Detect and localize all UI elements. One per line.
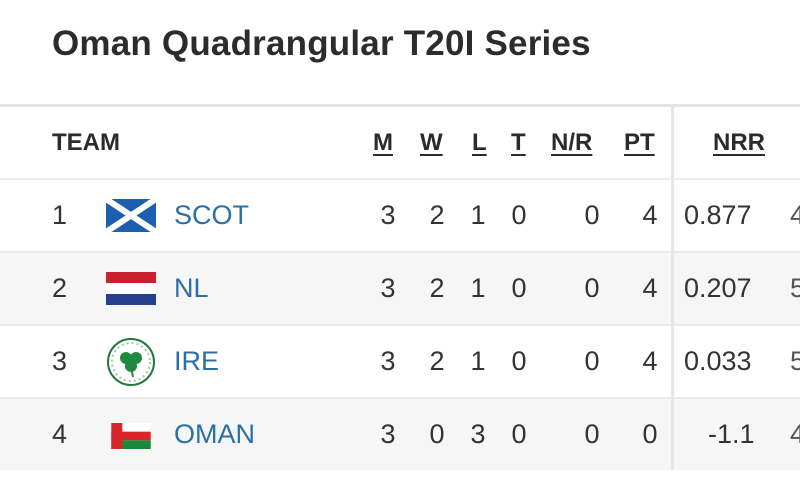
table-top-divider <box>0 104 800 107</box>
losses-value: 1 <box>470 273 486 303</box>
losses-value: 3 <box>470 419 486 449</box>
matches-value: 3 <box>380 200 396 230</box>
team-link[interactable]: NL <box>174 273 209 303</box>
row-position: 2 <box>52 273 68 303</box>
nrr-value: 0.877 <box>684 200 752 230</box>
matches-value: 3 <box>380 273 396 303</box>
header-ties[interactable]: T <box>511 129 526 156</box>
no-result-value: 0 <box>584 419 600 449</box>
ties-value: 0 <box>511 346 527 376</box>
scotland-flag-icon <box>106 199 156 232</box>
row-divider <box>0 324 800 326</box>
table-row: 3 IRE 3 2 1 0 0 4 0.033 5 <box>0 326 800 398</box>
header-losses[interactable]: L <box>472 129 487 156</box>
team-link[interactable]: SCOT <box>174 200 250 230</box>
standings-table: TEAM M W L T N/R PT NRR 1 SCOT 3 2 1 0 0… <box>0 104 800 470</box>
table-header: TEAM M W L T N/R PT NRR <box>0 107 800 181</box>
points-value: 4 <box>642 200 658 230</box>
extra-column-value: 4 <box>790 419 800 449</box>
netherlands-flag-icon <box>106 272 156 305</box>
points-value: 4 <box>642 346 658 376</box>
nrr-column-divider <box>671 104 674 470</box>
team-link[interactable]: OMAN <box>174 419 255 449</box>
wins-value: 0 <box>429 419 445 449</box>
extra-column-value: 5 <box>790 273 800 303</box>
points-value: 4 <box>642 273 658 303</box>
header-points[interactable]: PT <box>624 129 655 156</box>
header-matches[interactable]: M <box>373 129 393 156</box>
no-result-value: 0 <box>584 346 600 376</box>
no-result-value: 0 <box>584 200 600 230</box>
no-result-value: 0 <box>584 273 600 303</box>
row-position: 1 <box>52 200 68 230</box>
header-no-result[interactable]: N/R <box>551 129 593 156</box>
wins-value: 2 <box>429 346 445 376</box>
nrr-value: -1.1 <box>708 419 755 449</box>
oman-flag-icon <box>111 423 151 449</box>
nrr-value: 0.207 <box>684 273 752 303</box>
ties-value: 0 <box>511 419 527 449</box>
losses-value: 1 <box>470 200 486 230</box>
nrr-value: 0.033 <box>684 346 752 376</box>
header-nrr[interactable]: NRR <box>713 129 765 156</box>
points-value: 0 <box>642 419 658 449</box>
header-divider <box>0 178 800 180</box>
extra-column-value: 4 <box>790 200 800 230</box>
wins-value: 2 <box>429 273 445 303</box>
row-divider <box>0 251 800 253</box>
matches-value: 3 <box>380 419 396 449</box>
header-team: TEAM <box>52 129 120 156</box>
ties-value: 0 <box>511 200 527 230</box>
losses-value: 1 <box>470 346 486 376</box>
matches-value: 3 <box>380 346 396 376</box>
row-position: 4 <box>52 419 68 449</box>
table-row: 4 OMAN 3 0 3 0 0 0 -1.1 4 <box>0 399 800 470</box>
row-divider <box>0 397 800 399</box>
page-title: Oman Quadrangular T20I Series <box>52 24 591 63</box>
row-position: 3 <box>52 346 68 376</box>
ireland-cricket-logo-icon <box>107 338 155 386</box>
team-link[interactable]: IRE <box>174 346 220 376</box>
table-row: 1 SCOT 3 2 1 0 0 4 0.877 4 <box>0 180 800 252</box>
wins-value: 2 <box>429 200 445 230</box>
table-row: 2 NL 3 2 1 0 0 4 0.207 5 <box>0 253 800 325</box>
extra-column-value: 5 <box>790 346 800 376</box>
ties-value: 0 <box>511 273 527 303</box>
header-wins[interactable]: W <box>420 129 443 156</box>
